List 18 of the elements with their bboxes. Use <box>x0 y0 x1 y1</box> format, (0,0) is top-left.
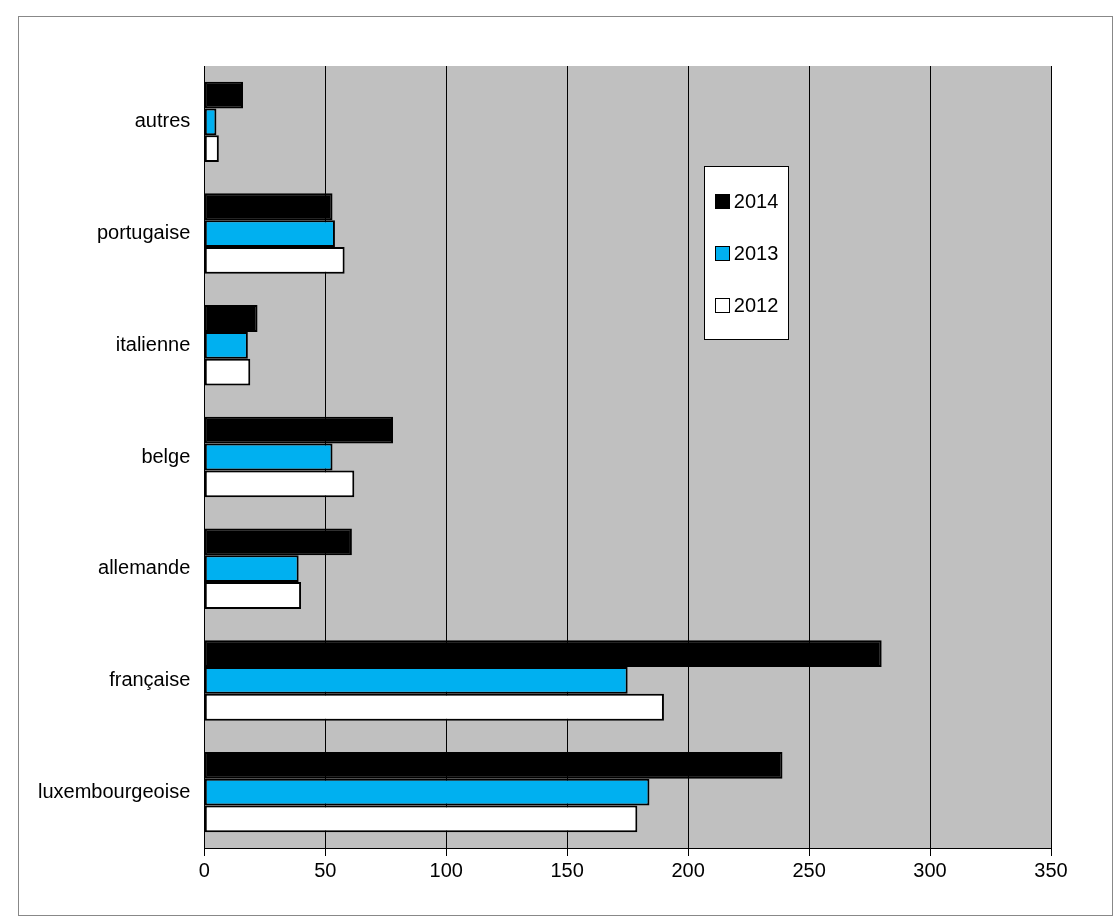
y-tick-label: autres <box>134 109 191 132</box>
y-tick-label: française <box>109 667 191 690</box>
x-tick-label: 200 <box>671 858 705 881</box>
legend-label: 2014 <box>733 189 779 213</box>
y-tick-label: portugaise <box>96 221 191 244</box>
y-tick-label: belge <box>141 444 191 467</box>
legend-label: 2013 <box>733 241 779 265</box>
x-tick-label: 250 <box>792 858 826 881</box>
x-tick-label: 150 <box>550 858 584 881</box>
x-tick-label: 350 <box>1034 858 1068 881</box>
x-tick-label: 100 <box>429 858 463 881</box>
legend-label: 2012 <box>733 293 779 317</box>
y-tick-label: luxembourgeoise <box>37 779 191 802</box>
y-tick-label: allemande <box>98 556 191 579</box>
x-tick-label: 50 <box>314 858 337 881</box>
y-tick-label: italienne <box>115 332 191 355</box>
x-tick-label: 300 <box>913 858 947 881</box>
x-tick-label: 0 <box>198 858 210 881</box>
